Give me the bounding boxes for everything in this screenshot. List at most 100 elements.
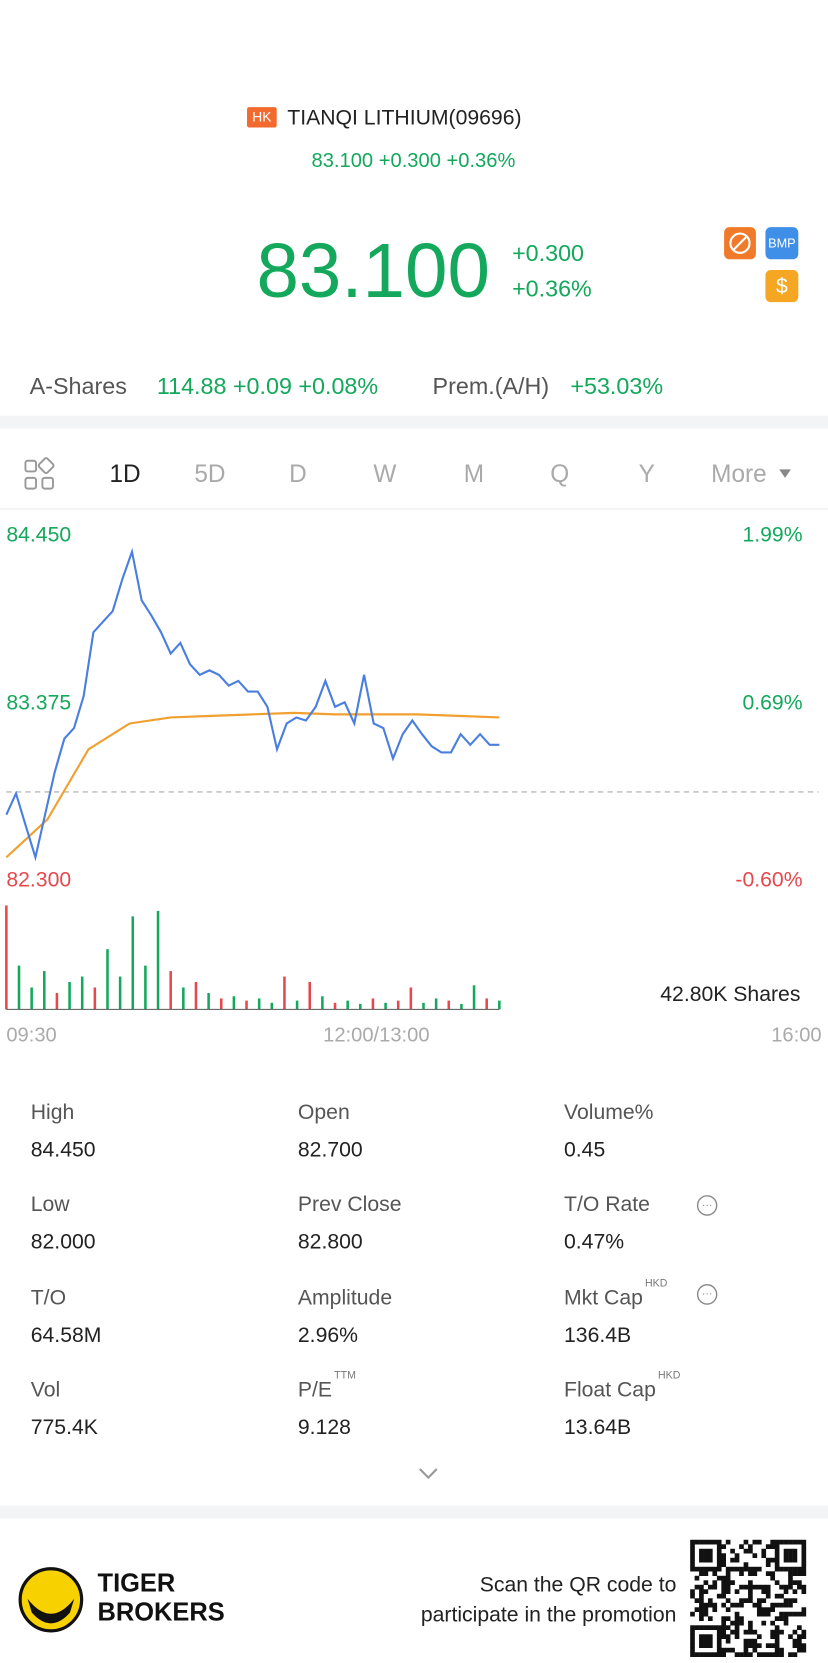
- qr-module: [748, 1589, 753, 1594]
- qr-module: [721, 1625, 727, 1630]
- qr-module: [788, 1575, 793, 1581]
- stat-superscript: HKD: [658, 1370, 681, 1382]
- qr-module: [756, 1539, 762, 1545]
- qr-module: [699, 1593, 704, 1599]
- brand-line1: TIGER: [98, 1569, 176, 1597]
- volume-bar: [308, 982, 312, 1010]
- qr-module: [712, 1607, 718, 1612]
- qr-module: [690, 1566, 695, 1572]
- qr-module: [725, 1625, 731, 1630]
- qr-module: [699, 1598, 704, 1603]
- bmp-badge: BMP: [768, 236, 796, 251]
- qr-module: [761, 1611, 767, 1617]
- qr-module: [788, 1634, 793, 1639]
- qr-module: [752, 1629, 758, 1635]
- stat-value: 775.4K: [31, 1415, 98, 1439]
- qr-module: [761, 1598, 767, 1603]
- qr-module: [779, 1584, 784, 1590]
- qr-module: [703, 1643, 709, 1648]
- bmp-icon[interactable]: [765, 227, 799, 260]
- qr-module: [707, 1652, 713, 1657]
- qr-module: [734, 1625, 740, 1630]
- volume-bar: [333, 1002, 337, 1010]
- qr-module: [756, 1602, 762, 1608]
- qr-module: [721, 1647, 727, 1653]
- qr-module: [774, 1625, 780, 1630]
- qr-module: [792, 1638, 798, 1644]
- separator: [0, 1505, 828, 1519]
- info-icon[interactable]: [696, 1195, 718, 1216]
- qr-module: [774, 1616, 780, 1621]
- volume-bar: [156, 910, 160, 1010]
- stat-value: 136.4B: [564, 1323, 631, 1347]
- qr-module: [699, 1589, 704, 1594]
- qr-module: [743, 1566, 749, 1572]
- price-change-pct: +0.36%: [512, 275, 592, 301]
- stat-value: 82.700: [298, 1137, 363, 1161]
- stat-value: 82.800: [298, 1230, 363, 1254]
- dollar-icon[interactable]: [765, 270, 799, 303]
- qr-module: [792, 1580, 798, 1585]
- qr-module: [716, 1553, 722, 1558]
- qr-module: [748, 1629, 753, 1635]
- qr-module: [716, 1548, 722, 1554]
- tab[interactable]: Q: [550, 461, 569, 488]
- qr-module: [770, 1643, 775, 1648]
- qr-module: [779, 1647, 784, 1653]
- qr-module: [788, 1598, 793, 1603]
- volume-bar: [5, 905, 8, 1010]
- qr-module: [739, 1616, 744, 1621]
- stat-value: 84.450: [31, 1137, 96, 1161]
- qr-module: [694, 1575, 700, 1581]
- volume-bar: [182, 987, 185, 1010]
- volume-bar: [245, 1000, 248, 1010]
- qr-module: [716, 1575, 722, 1581]
- qr-module: [774, 1562, 780, 1567]
- tab[interactable]: M: [464, 461, 484, 488]
- qr-module: [783, 1557, 789, 1563]
- stat-label: Vol: [31, 1377, 60, 1401]
- tab[interactable]: Y: [639, 461, 655, 488]
- qr-module: [707, 1625, 713, 1630]
- layout-icon[interactable]: [24, 457, 55, 490]
- separator: [0, 415, 828, 429]
- qr-module: [774, 1638, 780, 1644]
- volume-bar: [321, 996, 324, 1010]
- qr-module: [703, 1607, 709, 1612]
- qr-module: [703, 1638, 709, 1644]
- qr-module: [739, 1602, 744, 1608]
- qr-module: [774, 1629, 780, 1635]
- qr-module: [765, 1593, 771, 1599]
- info-icon[interactable]: [696, 1284, 718, 1305]
- qr-module: [770, 1629, 775, 1635]
- volume-bar: [131, 916, 135, 1010]
- qr-module: [725, 1589, 731, 1594]
- qr-module: [690, 1589, 695, 1594]
- qr-module: [699, 1553, 704, 1558]
- volume-bar: [434, 998, 438, 1010]
- expand-chevron[interactable]: [419, 1468, 438, 1480]
- qr-module: [770, 1634, 775, 1639]
- tab[interactable]: More: [711, 461, 767, 488]
- tab[interactable]: 1D: [110, 461, 141, 488]
- qr-module: [774, 1539, 780, 1545]
- qr-module: [734, 1652, 740, 1657]
- volume-bar: [118, 976, 122, 1010]
- qr-module: [743, 1584, 749, 1590]
- qr-module: [756, 1598, 762, 1603]
- qr-module: [797, 1580, 802, 1585]
- tab[interactable]: D: [289, 461, 307, 488]
- tab[interactable]: W: [373, 461, 397, 488]
- tab[interactable]: 5D: [194, 461, 225, 488]
- qr-module: [690, 1544, 695, 1549]
- qr-module: [703, 1589, 709, 1594]
- qr-module: [707, 1643, 713, 1648]
- qr-module: [774, 1652, 780, 1657]
- qr-module: [779, 1616, 784, 1621]
- a-shares-label: A-Shares: [30, 373, 127, 399]
- qr-module: [716, 1652, 722, 1657]
- qr-module: [694, 1584, 700, 1590]
- qr-module: [743, 1647, 749, 1653]
- y2-tick-label: 1.99%: [742, 522, 802, 546]
- qr-module: [792, 1589, 798, 1594]
